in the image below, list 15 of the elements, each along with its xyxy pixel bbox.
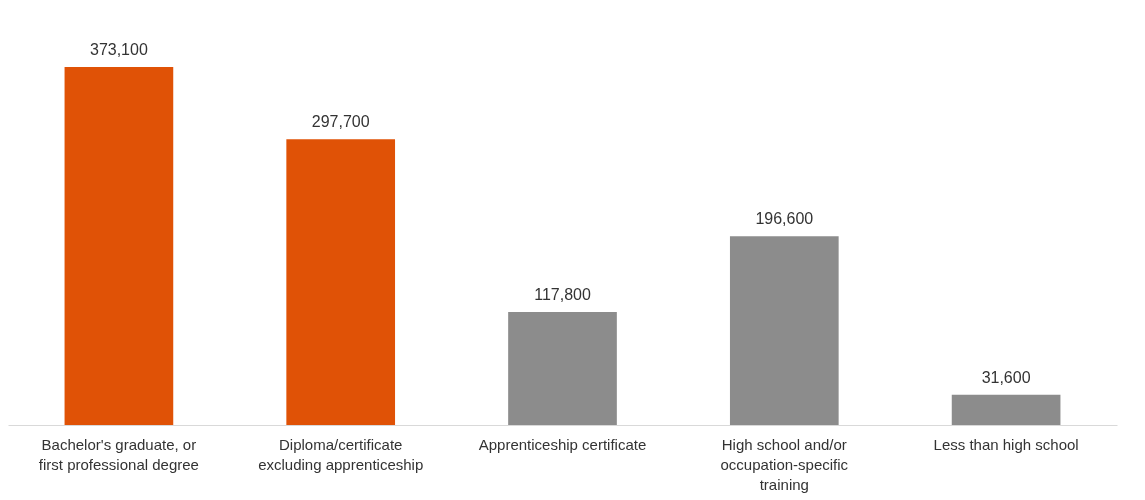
x-tick-label: High school and/or occupation-specific training	[720, 435, 849, 493]
data-label: 373,100	[89, 41, 148, 58]
x-tick-label: Diploma/certificate excluding apprenticeship	[258, 435, 424, 473]
data-label: 31,600	[981, 368, 1031, 386]
data-label: 297,700	[311, 113, 370, 131]
x-tick-label: Less than high school	[933, 435, 1079, 453]
bar	[508, 311, 617, 425]
bar	[729, 236, 839, 425]
bar	[951, 394, 1061, 425]
data-label: 117,800	[534, 285, 591, 303]
bar	[286, 139, 396, 425]
bar	[64, 67, 174, 425]
x-tick-label: Apprenticeship certificate	[478, 435, 647, 453]
data-label: 196,600	[755, 210, 814, 228]
x-tick-label: Bachelor's graduate, or first professional degree	[38, 435, 199, 473]
